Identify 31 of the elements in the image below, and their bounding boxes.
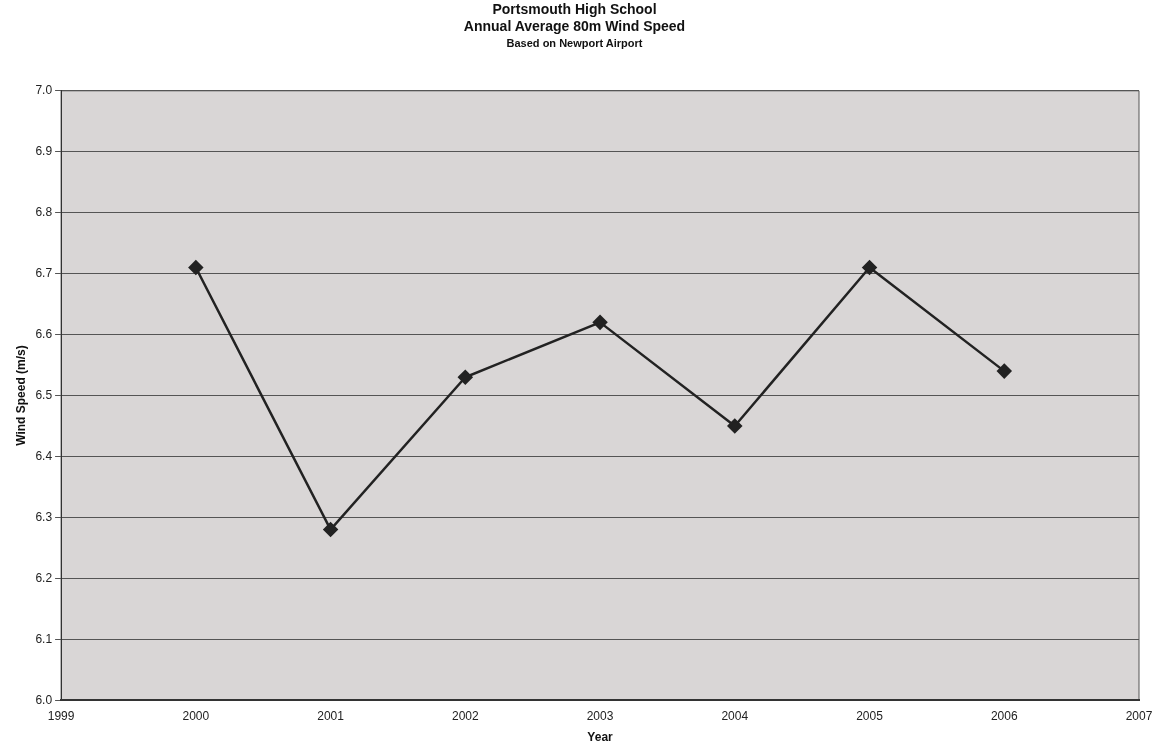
x-tick-label: 2002 [451,708,479,723]
y-tick-label: 6.8 [35,204,53,219]
y-tick-label: 6.7 [35,265,53,280]
y-tick-label: 6.9 [35,144,53,159]
point [727,418,743,434]
x-axis-title: Year [587,730,614,745]
x-tick-label: 2005 [856,708,884,723]
y-tick-label: 6.0 [35,692,53,707]
y-tick-label: 6.5 [35,387,53,402]
x-tick-label: 2003 [586,708,614,723]
y-tick-label: 6.1 [35,631,53,646]
point [997,363,1012,379]
x-tick-label: 2004 [721,708,749,723]
x-tick-label: 2006 [990,708,1018,723]
point [458,369,473,385]
chart-title: Portsmouth High School Annual Average 80m Wind Speed [463,1,686,35]
y-tick-label: 6.2 [35,570,53,585]
point [188,260,204,275]
x-tick-label: 2000 [182,708,210,723]
point [323,522,338,537]
point [592,315,608,330]
point [862,260,877,275]
y-tick-label: 6.6 [35,326,53,341]
x-tick-label: 2001 [317,708,345,723]
x-tick-label: 1999 [47,708,75,723]
y-axis-title: Wind Speed (m/s) [13,345,28,446]
chart-subtitle: Based on Newport Airport [506,37,643,50]
y-tick-label: 7.0 [35,83,53,98]
y-tick-label: 6.4 [35,448,53,463]
y-tick-label: 6.3 [35,509,53,524]
x-tick-label: 2007 [1125,708,1153,723]
